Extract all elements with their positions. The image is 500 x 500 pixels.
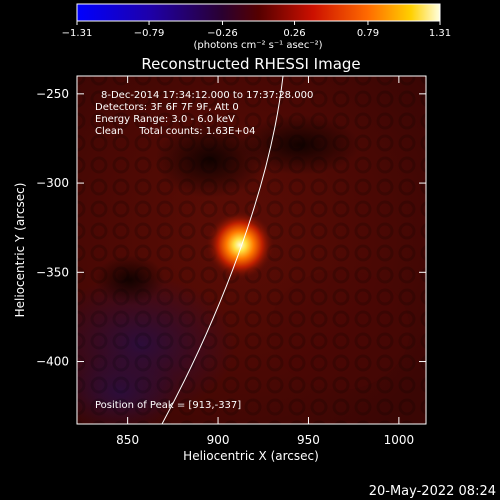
- peak-source: [206, 211, 274, 279]
- colorbar-tick-label: −0.79: [134, 28, 165, 39]
- annotation-clean-counts: Clean Total counts: 1.63E+04: [95, 126, 255, 137]
- x-tick-label: 950: [297, 433, 320, 447]
- x-axis: 850 900 950 1000: [116, 76, 414, 447]
- y-tick-label: −250: [36, 87, 69, 101]
- colorbar: [77, 4, 440, 21]
- x-tick-label: 1000: [384, 433, 415, 447]
- y-tick-label: −400: [36, 355, 69, 369]
- x-axis-label: Heliocentric X (arcsec): [183, 449, 319, 463]
- y-tick-label: −350: [36, 265, 69, 279]
- colorbar-tick-label: 0.79: [357, 28, 379, 39]
- plot-frame: [76, 75, 427, 425]
- y-axis-label: Heliocentric Y (arcsec): [13, 183, 27, 318]
- colorbar-tick-label: −1.31: [62, 28, 93, 39]
- colorbar-units: (photons cm⁻² s⁻¹ asec⁻²): [193, 40, 322, 51]
- colorbar-tick-label: 1.31: [429, 28, 451, 39]
- colorbar-ticks: −1.31 −0.79 −0.26 0.26 0.79 1.31: [62, 21, 451, 39]
- y-axis: −250 −300 −350 −400: [36, 87, 426, 369]
- chart-title: Reconstructed RHESSI Image: [141, 55, 360, 73]
- x-tick-label: 900: [207, 433, 230, 447]
- colorbar-tick-label: 0.26: [283, 28, 305, 39]
- annotation-time-range: 8-Dec-2014 17:34:12.000 to 17:37:28.000: [101, 90, 313, 101]
- peak-position-label: Position of Peak = [913,-337]: [95, 400, 241, 411]
- annotation-detectors: Detectors: 3F 6F 7F 9F, Att 0: [95, 102, 239, 113]
- colorbar-tick-label: −0.26: [207, 28, 238, 39]
- y-tick-label: −300: [36, 176, 69, 190]
- heatmap-image: [77, 76, 426, 424]
- annotation-energy-range: Energy Range: 3.0 - 6.0 keV: [95, 114, 235, 125]
- solar-limb-line: [161, 76, 284, 424]
- x-tick-label: 850: [116, 433, 139, 447]
- footer-timestamp: 20-May-2022 08:24: [369, 484, 496, 499]
